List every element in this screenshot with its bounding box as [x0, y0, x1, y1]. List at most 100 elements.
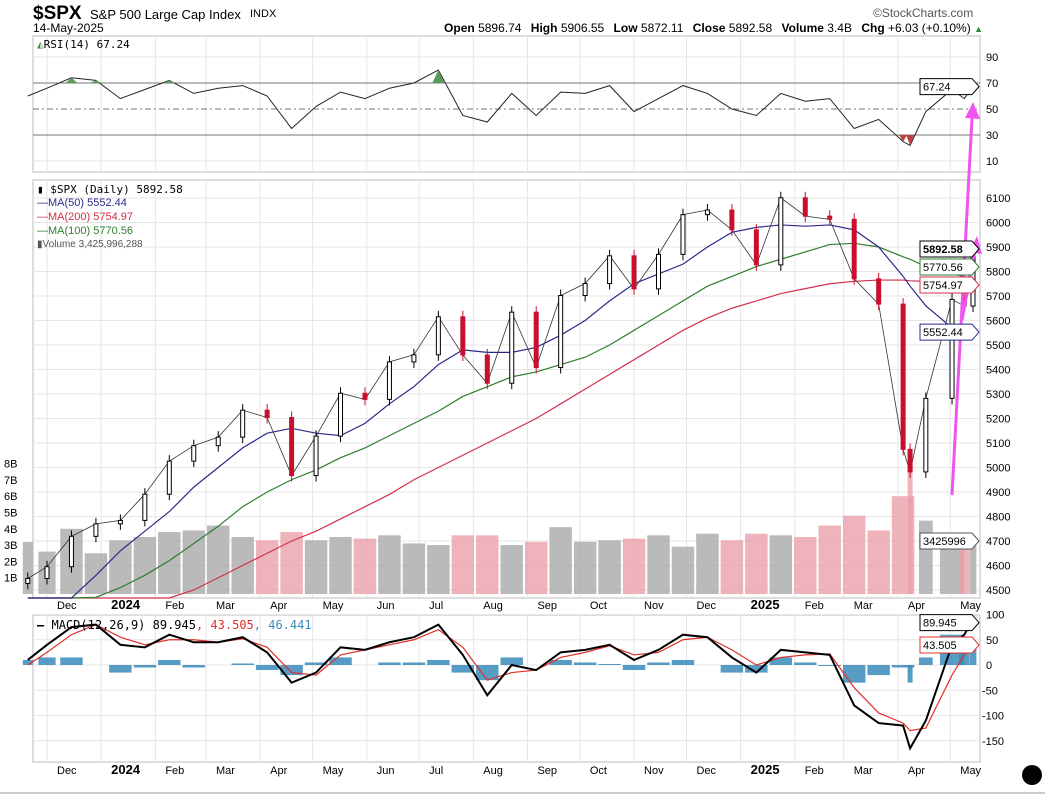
month-label: Jun: [377, 765, 395, 777]
volume-tick-label: 2B: [4, 556, 17, 568]
macd-histogram-bar: [255, 665, 279, 671]
ma100-value-tag-box: [919, 258, 980, 276]
price-legend: ▮ $SPX (Daily) 5892.58: [37, 183, 183, 196]
month-label: May: [960, 765, 981, 777]
dot-icon: [1022, 765, 1042, 785]
volume-tick-label: 1B: [4, 573, 17, 585]
rsi-icon: ◭: [37, 38, 44, 51]
price-tick-label: 5300: [986, 389, 1010, 401]
month-label: May: [323, 765, 344, 777]
macd-histogram-bar: [476, 665, 499, 681]
month-label: Jun: [377, 600, 395, 612]
candle-body: [533, 311, 539, 369]
macd-histogram-bar: [769, 657, 793, 665]
candle-body: [509, 311, 515, 384]
rsi-tick-label: 30: [986, 130, 998, 142]
price-tick-label: 5200: [986, 414, 1010, 426]
macd-histogram-bar: [745, 665, 768, 673]
price-tick-label: 4800: [986, 512, 1010, 524]
macd-histogram-bar: [671, 659, 695, 665]
volume-bar: [769, 535, 793, 594]
macd-histogram-bar: [549, 659, 572, 665]
candle-body: [558, 295, 564, 369]
candle-body: [142, 493, 148, 521]
volume-bar: [451, 535, 475, 594]
month-label: Apr: [270, 765, 287, 777]
volume-bar: [280, 532, 303, 594]
rsi-tick-label: 90: [986, 52, 998, 64]
signal-value-tag-box: [919, 636, 980, 654]
rsi-tick-label: 70: [986, 78, 998, 90]
month-label: Feb: [805, 765, 824, 777]
macd-histogram-bar: [842, 665, 866, 683]
month-label: Feb: [805, 600, 824, 612]
macd-tick-label: -100: [982, 711, 1004, 723]
rsi-overbought-fill: [89, 80, 102, 83]
hist-legend-text: , 46.441: [253, 618, 312, 632]
volume-bar: [206, 525, 230, 594]
candle-body: [338, 392, 344, 437]
macd-histogram-bar: [647, 662, 670, 665]
macd-histogram-bar: [231, 663, 254, 665]
candle-body: [907, 448, 913, 473]
signal-legend-text: , 43.505: [195, 618, 254, 632]
month-label: May: [960, 600, 981, 612]
macd-histogram-bar: [182, 665, 205, 668]
close-label: Close: [692, 21, 726, 35]
macd-tick-label: -150: [982, 736, 1004, 748]
volume-bar: [818, 525, 841, 594]
month-label: Mar: [216, 765, 235, 777]
volume-bar: [329, 536, 352, 594]
candle-body: [362, 392, 368, 400]
month-label: 2025: [751, 597, 780, 612]
macd-histogram-bar: [720, 665, 744, 673]
volume-tick-label: 4B: [4, 524, 17, 536]
month-label: Aug: [483, 600, 503, 612]
month-label: Jul: [429, 765, 443, 777]
high-label: High: [530, 21, 558, 35]
candle-body: [876, 278, 882, 305]
month-label: 2025: [751, 762, 780, 777]
annotation-arrow-line: [950, 117, 974, 496]
rsi-legend-text: RSI(14) 67.24: [43, 38, 130, 51]
volume-bar: [745, 533, 768, 594]
candle-body: [386, 361, 392, 400]
macd-histogram-bar: [598, 663, 621, 665]
brand-watermark: ©StockCharts.com: [873, 6, 974, 20]
month-label: Dec: [696, 600, 716, 612]
month-label: Sep: [537, 600, 557, 612]
panel-frame: [32, 35, 981, 173]
candle-body: [68, 535, 74, 568]
volume-bar: [720, 540, 744, 594]
macd-histogram-bar: [500, 657, 523, 665]
volume-value-tag: 3425996: [923, 536, 966, 548]
macd-histogram-bar: [867, 665, 890, 676]
candle-body: [215, 436, 221, 447]
macd-histogram-bar: [133, 665, 157, 668]
macd-histogram-bar: [918, 657, 933, 665]
price-tick-label: 4900: [986, 487, 1010, 499]
volume-bars-icon: ▮: [37, 239, 43, 250]
candle-body: [582, 283, 588, 297]
macd-histogram-bar: [402, 662, 426, 665]
candle-body: [656, 253, 662, 290]
volume-tick-label: 5B: [4, 508, 17, 520]
volume-legend: ▮Volume 3,425,996,288: [37, 239, 143, 250]
price-line: [27, 197, 974, 579]
volume-bar: [500, 545, 523, 594]
month-label: Oct: [590, 600, 607, 612]
macd-histogram-bar: [427, 659, 450, 665]
month-label: Sep: [537, 765, 557, 777]
candle-body: [166, 460, 172, 495]
volume-bar: [22, 541, 33, 594]
candle-body: [460, 316, 466, 356]
price-tick-label: 5800: [986, 267, 1010, 279]
month-label: Apr: [908, 600, 925, 612]
high-value: 5906.55: [560, 21, 605, 35]
volume-bar: [524, 541, 548, 594]
volume-bar: [255, 540, 279, 594]
volume-bar: [133, 536, 157, 594]
ma200-value-tag: 5754.97: [923, 280, 963, 292]
volume-bar: [918, 520, 933, 594]
rsi-overbought-fill: [432, 70, 445, 83]
